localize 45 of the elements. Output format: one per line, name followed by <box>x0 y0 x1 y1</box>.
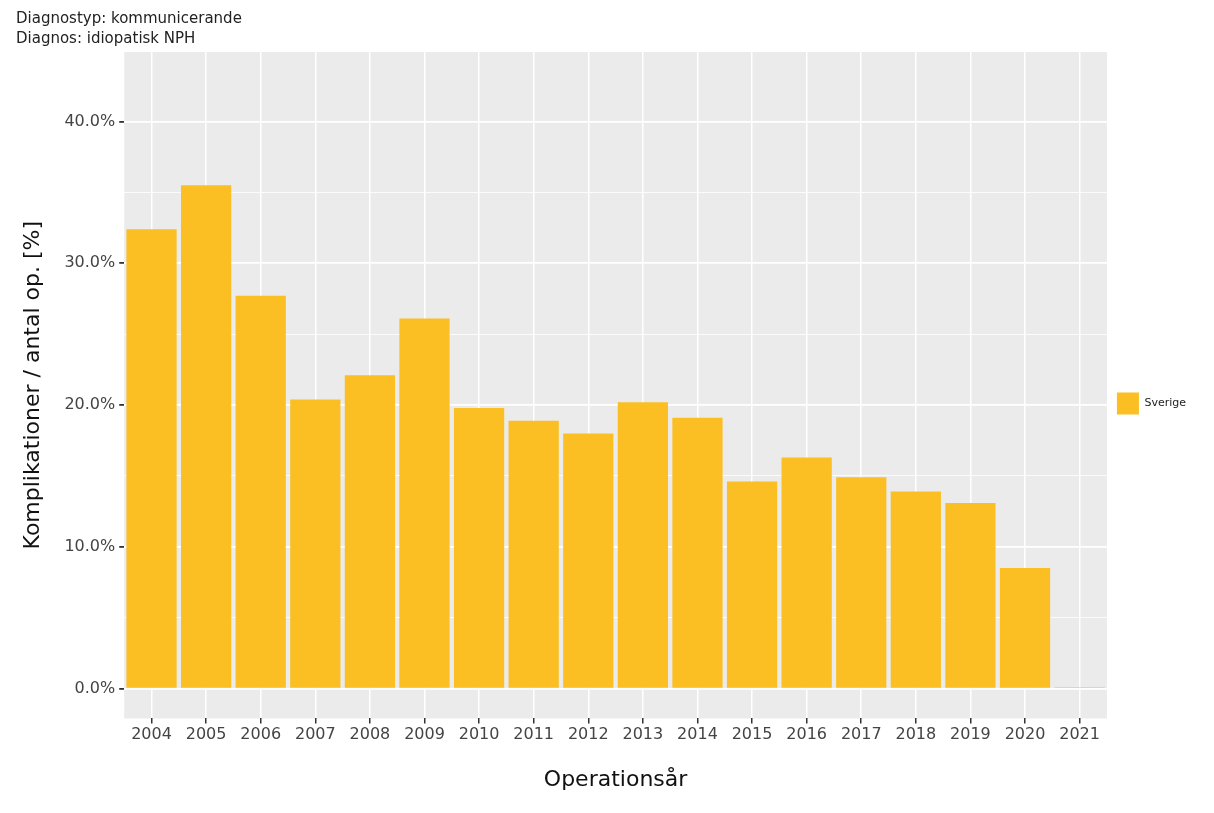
bar <box>726 481 778 688</box>
bar <box>672 417 723 688</box>
bar <box>563 433 614 688</box>
y-tick-label: 0.0% <box>74 677 116 697</box>
x-tick-label: 2014 <box>677 724 718 744</box>
bar <box>290 399 341 688</box>
y-tick-label: 30.0% <box>64 252 116 272</box>
x-tick-label: 2006 <box>240 724 282 744</box>
x-tick-label: 2013 <box>622 724 664 744</box>
x-tick-label: 2019 <box>950 724 991 744</box>
bar <box>508 420 559 688</box>
x-tick-label: 2016 <box>786 724 828 744</box>
y-tick-label: 40.0% <box>64 110 116 130</box>
x-tick-label: 2017 <box>840 724 882 744</box>
y-tick-label: 20.0% <box>64 394 116 414</box>
bar <box>945 502 996 688</box>
x-tick-label: 2005 <box>185 724 227 744</box>
y-axis-title: Komplikationer / antal op. [%] <box>18 220 44 550</box>
chart-title: Diagnostyp: kommunicerande <box>16 8 242 27</box>
x-tick-label: 2004 <box>131 724 172 744</box>
bar <box>181 185 232 688</box>
x-tick-label: 2010 <box>458 724 500 744</box>
y-tick-label: 10.0% <box>64 535 116 555</box>
bar <box>890 491 941 688</box>
x-tick-label: 2020 <box>1004 724 1046 744</box>
bar <box>453 407 505 688</box>
chart-subtitle: Diagnos: idiopatisk NPH <box>16 28 196 47</box>
bar <box>235 295 286 688</box>
bar <box>999 568 1051 688</box>
x-tick-label: 2009 <box>404 724 445 744</box>
x-tick-label: 2011 <box>513 724 555 744</box>
legend-label: Sverige <box>1144 396 1187 410</box>
bar <box>836 477 887 688</box>
x-tick-label: 2007 <box>294 724 336 744</box>
x-axis-title: Operationsår <box>543 765 689 791</box>
x-tick-label: 2021 <box>1059 724 1100 744</box>
bar <box>344 375 396 688</box>
bar <box>781 457 832 688</box>
x-tick-label: 2018 <box>895 724 937 744</box>
bar <box>399 318 450 688</box>
bar <box>617 402 668 688</box>
x-tick-label: 2012 <box>567 724 609 744</box>
x-tick-label: 2015 <box>731 724 773 744</box>
bar <box>126 229 177 688</box>
x-tick-label: 2008 <box>349 724 391 744</box>
